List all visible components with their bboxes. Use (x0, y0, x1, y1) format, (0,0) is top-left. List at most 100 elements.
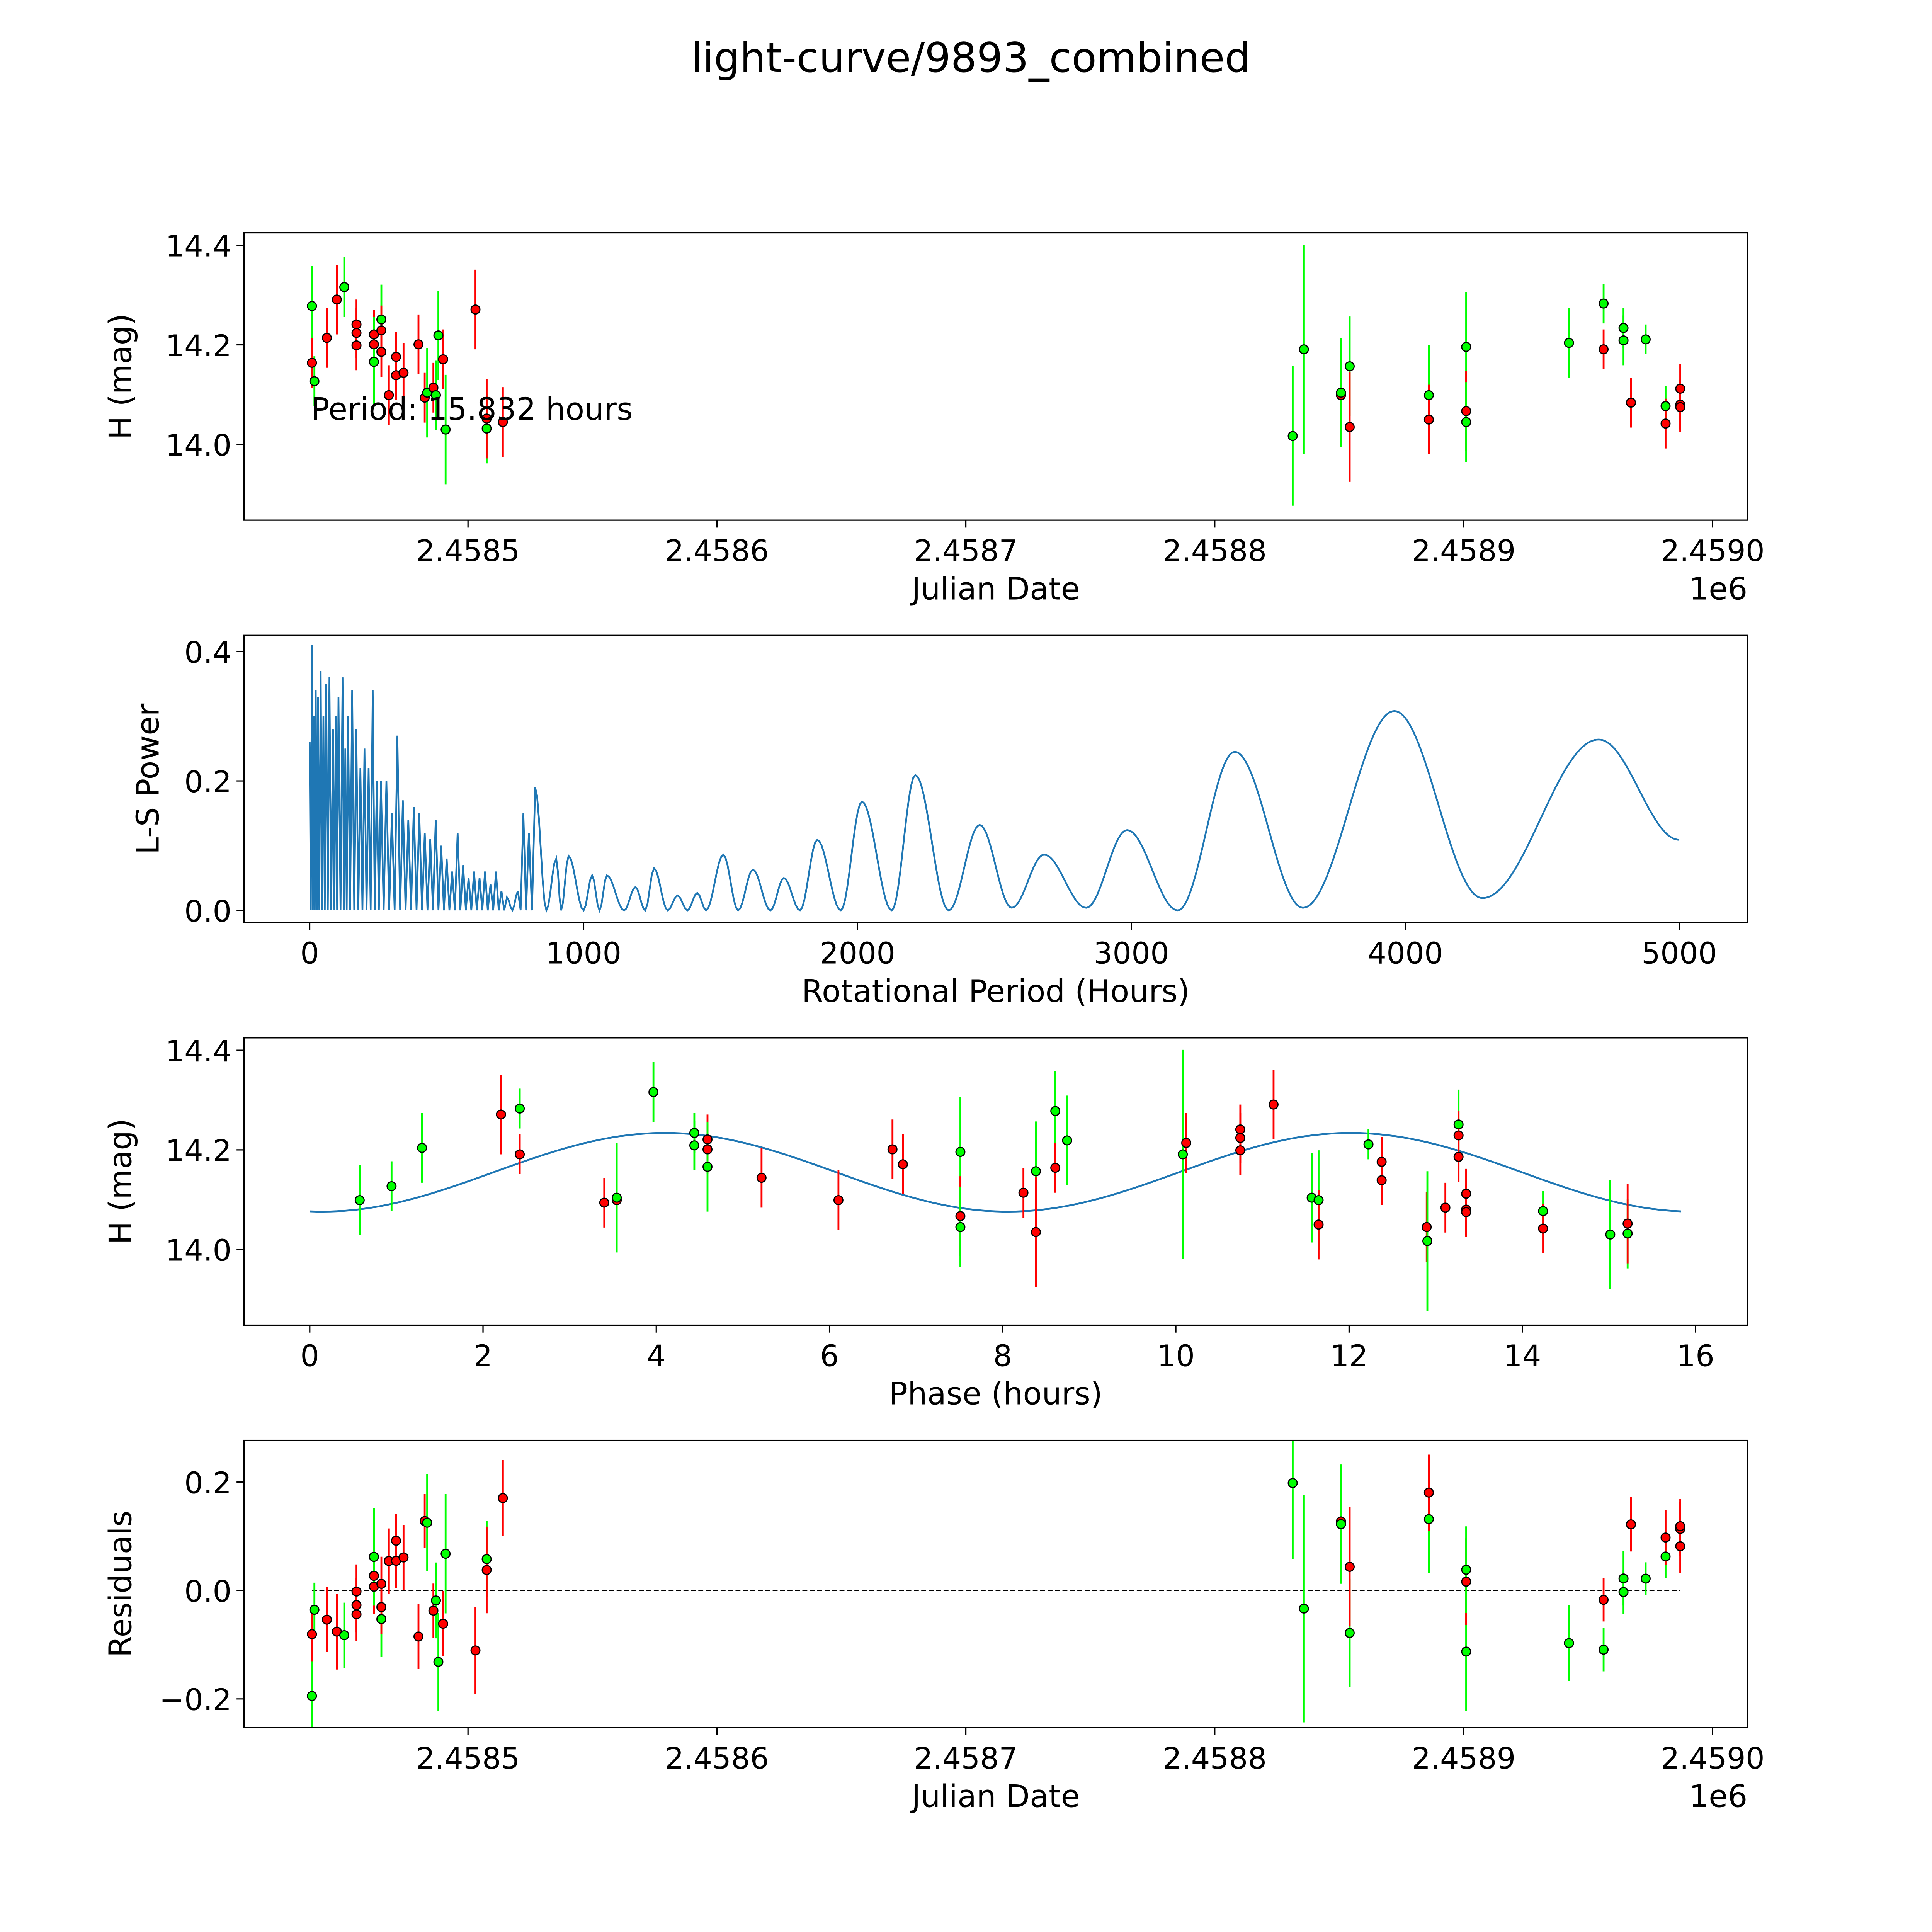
data-point (351, 1586, 362, 1597)
x-axis-label: Julian Date (910, 1778, 1080, 1814)
data-point (391, 352, 401, 362)
data-point (431, 390, 441, 400)
data-point (833, 1195, 844, 1206)
data-point (496, 1109, 506, 1120)
data-point (369, 1571, 379, 1581)
data-point (1336, 388, 1346, 398)
data-point (1336, 1519, 1346, 1529)
panel-3: 0 2 4 6 8 10 12 14 16 14.0 14.2 14.4 Phase (hours) H … (103, 1034, 1748, 1412)
data-point (1660, 418, 1671, 429)
x-tick-label: 2.4588 (1163, 534, 1267, 568)
data-point (398, 367, 409, 378)
data-point (1376, 1175, 1387, 1185)
data-point (1564, 1638, 1574, 1648)
x-tick-label: 1000 (546, 937, 622, 971)
data-point (498, 1493, 508, 1503)
data-point (1618, 1587, 1629, 1597)
data-point (391, 1536, 401, 1546)
data-point (1538, 1206, 1548, 1216)
y-tick-label: 14.2 (165, 329, 231, 363)
data-point (1453, 1130, 1464, 1141)
data-point (955, 1211, 966, 1221)
data-point (1461, 417, 1471, 427)
y-tick-label: 0.4 (184, 636, 231, 670)
data-point (1461, 1646, 1471, 1657)
data-point (599, 1197, 609, 1208)
data-point (1660, 401, 1671, 412)
x-tick-label: 2 (474, 1339, 493, 1373)
data-point (1660, 1532, 1671, 1543)
y-axis-label: L-S Power (130, 704, 166, 855)
x-tick-label: 3000 (1094, 937, 1169, 971)
data-point (433, 330, 444, 341)
data-point (1461, 1207, 1471, 1217)
data-point (1675, 1541, 1685, 1551)
x-axis-label: Rotational Period (Hours) (802, 973, 1190, 1009)
data-point (1422, 1222, 1432, 1232)
x-tick-label: 4 (647, 1339, 666, 1373)
data-point (433, 1656, 444, 1667)
data-point (1299, 1603, 1309, 1614)
data-point (498, 417, 508, 427)
data-point (398, 1552, 409, 1563)
data-point (413, 339, 423, 350)
panel-4: 2.4585 2.4586 2.4587 2.4588 2.4589 2.4590 −0.2… (103, 1439, 1765, 1814)
data-point (438, 1619, 448, 1629)
data-point (1675, 402, 1685, 412)
data-point (376, 1602, 386, 1612)
data-point (1622, 1218, 1633, 1229)
data-point (369, 339, 379, 350)
data-point (955, 1222, 966, 1232)
data-point (1376, 1156, 1387, 1167)
data-point (354, 1195, 365, 1206)
data-point (351, 328, 362, 338)
data-point (376, 1614, 386, 1624)
data-point (1062, 1135, 1072, 1146)
data-point (307, 357, 317, 368)
data-point (1423, 390, 1434, 400)
plot-area (307, 1440, 1685, 1728)
data-point (1618, 335, 1629, 345)
data-point (1235, 1124, 1245, 1135)
data-point (351, 1609, 362, 1619)
data-point (515, 1103, 525, 1114)
data-point (1235, 1145, 1245, 1156)
data-point (1345, 1562, 1355, 1572)
data-point (351, 340, 362, 350)
y-axis-label: H (mag) (103, 313, 139, 439)
data-point (351, 319, 362, 330)
x-tick-label: 10 (1157, 1339, 1195, 1373)
data-point (1453, 1151, 1464, 1162)
chart-title: light-curve/9893_combined (691, 34, 1251, 82)
data-point (1050, 1163, 1061, 1173)
y-tick-label: 0.0 (184, 1575, 231, 1609)
data-point (898, 1159, 908, 1170)
data-point (417, 1143, 427, 1153)
data-point (1599, 298, 1609, 309)
x-tick-label: 2.4587 (914, 1742, 1018, 1776)
data-point (376, 314, 386, 325)
y-tick-label: 14.4 (165, 230, 231, 264)
data-point (376, 325, 386, 336)
data-point (428, 1605, 439, 1616)
periodogram-line (309, 645, 1680, 913)
axes-frame (243, 232, 1748, 521)
data-point (1423, 1514, 1434, 1524)
data-point (1461, 342, 1471, 352)
data-point (1050, 1106, 1061, 1116)
x-tick-label: 8 (993, 1339, 1012, 1373)
axis-offset-label: 1e6 (1689, 571, 1747, 607)
data-point (369, 357, 379, 367)
data-point (1313, 1195, 1324, 1206)
data-point (1440, 1202, 1451, 1213)
data-point (1422, 1236, 1433, 1246)
data-point (1423, 1487, 1434, 1498)
panel-1: 2.4585 2.4586 2.4587 2.4588 2.4589 2.4590 14.0… (103, 230, 1765, 607)
data-point (1599, 1595, 1609, 1605)
data-point (1235, 1133, 1245, 1143)
x-tick-label: 2.4588 (1163, 1742, 1267, 1776)
data-point (1299, 344, 1309, 355)
data-point (1363, 1139, 1374, 1150)
x-tick-label: 2000 (820, 937, 895, 971)
